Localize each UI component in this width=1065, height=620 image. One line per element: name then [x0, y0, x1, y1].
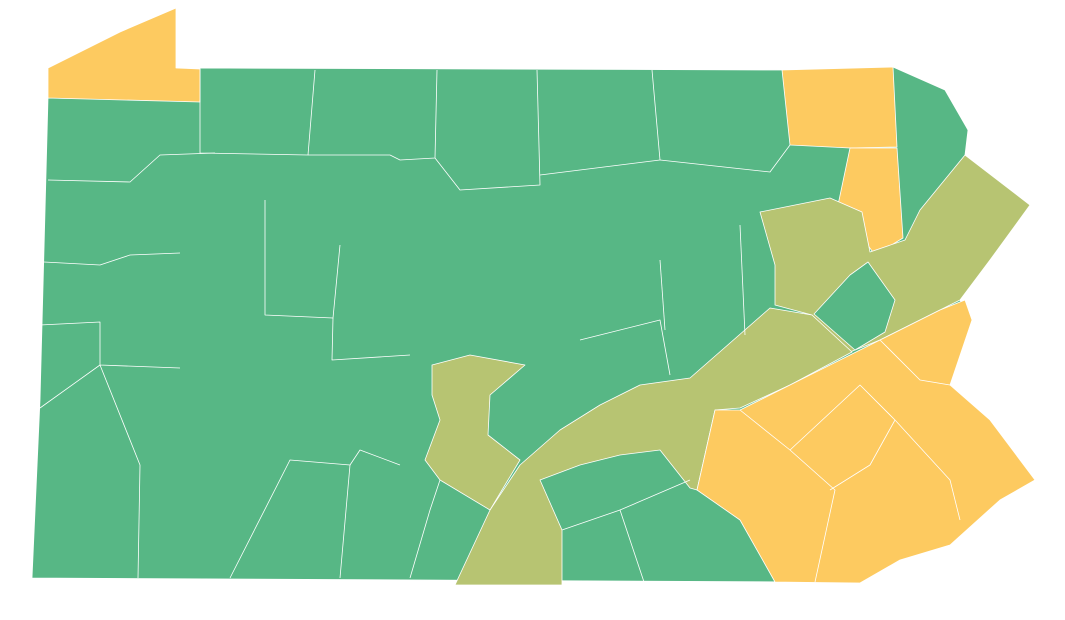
- county-line: [264, 200, 341, 319]
- county-line: [739, 409, 836, 583]
- region-green: [813, 261, 896, 351]
- county-line: [579, 319, 671, 376]
- county-line: [199, 69, 316, 156]
- county-line: [894, 419, 961, 521]
- county-line: [659, 259, 666, 331]
- county-line: [659, 144, 791, 173]
- region-yellow: [781, 66, 898, 149]
- county-line: [339, 464, 351, 579]
- county-line: [43, 252, 181, 266]
- county-line: [39, 321, 181, 369]
- county-line: [434, 69, 541, 191]
- county-line: [409, 479, 441, 579]
- county-line: [331, 317, 411, 361]
- county-line: [47, 152, 216, 183]
- county-line: [619, 479, 691, 511]
- region-olive: [454, 307, 853, 586]
- region-olive: [424, 354, 526, 511]
- county-line: [308, 69, 438, 161]
- region-yellow: [47, 7, 201, 103]
- county-line: [39, 364, 141, 579]
- county-line: [739, 224, 746, 336]
- county-line: [879, 339, 951, 386]
